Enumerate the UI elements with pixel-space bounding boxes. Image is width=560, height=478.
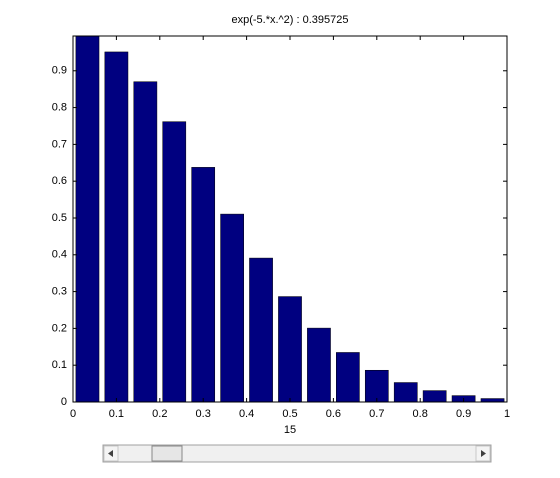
slider-thumb[interactable] <box>151 445 183 462</box>
y-tick-label: 0.3 <box>52 285 67 297</box>
bar <box>162 121 187 403</box>
y-tick-label: 0 <box>61 396 67 408</box>
bar <box>278 296 302 403</box>
x-tick-label: 0.1 <box>109 408 124 420</box>
bar <box>307 327 331 403</box>
bar <box>364 369 389 403</box>
x-tick-label: 0.7 <box>369 408 384 420</box>
x-tick-label: 0.6 <box>326 408 341 420</box>
x-tick-label: 0.9 <box>456 408 471 420</box>
bar <box>220 213 244 403</box>
slider[interactable] <box>102 444 492 463</box>
y-tick-label: 0.2 <box>52 322 67 334</box>
y-tick-label: 0.5 <box>52 212 67 224</box>
bar <box>191 167 216 403</box>
x-tick-label: 0.5 <box>282 408 297 420</box>
bar <box>336 352 360 403</box>
bar <box>393 382 418 403</box>
chart-title: exp(-5.*x.^2) : 0.395725 <box>231 14 348 26</box>
y-tick-label: 0.1 <box>52 359 67 371</box>
right-arrow-icon <box>481 450 486 457</box>
x-tick-label: 1 <box>504 408 510 420</box>
y-tick-label: 0.9 <box>52 65 67 77</box>
y-tick-label: 0.8 <box>52 101 67 113</box>
x-tick-label: 0.8 <box>413 408 428 420</box>
bar <box>75 35 100 403</box>
bar <box>133 81 158 403</box>
x-axis-label: 15 <box>284 424 296 436</box>
y-tick-label: 0.7 <box>52 138 67 150</box>
x-tick-label: 0.2 <box>152 408 167 420</box>
y-tick-label: 0.6 <box>52 175 67 187</box>
bar <box>249 257 273 403</box>
left-arrow-icon <box>108 450 113 457</box>
bar <box>480 398 505 403</box>
x-tick-label: 0 <box>70 408 76 420</box>
bar <box>104 51 129 403</box>
bar <box>422 390 447 403</box>
y-tick-label: 0.4 <box>52 249 67 261</box>
x-tick-label: 0.4 <box>239 408 254 420</box>
slider-trough[interactable] <box>102 444 492 463</box>
x-tick-label: 0.3 <box>196 408 211 420</box>
